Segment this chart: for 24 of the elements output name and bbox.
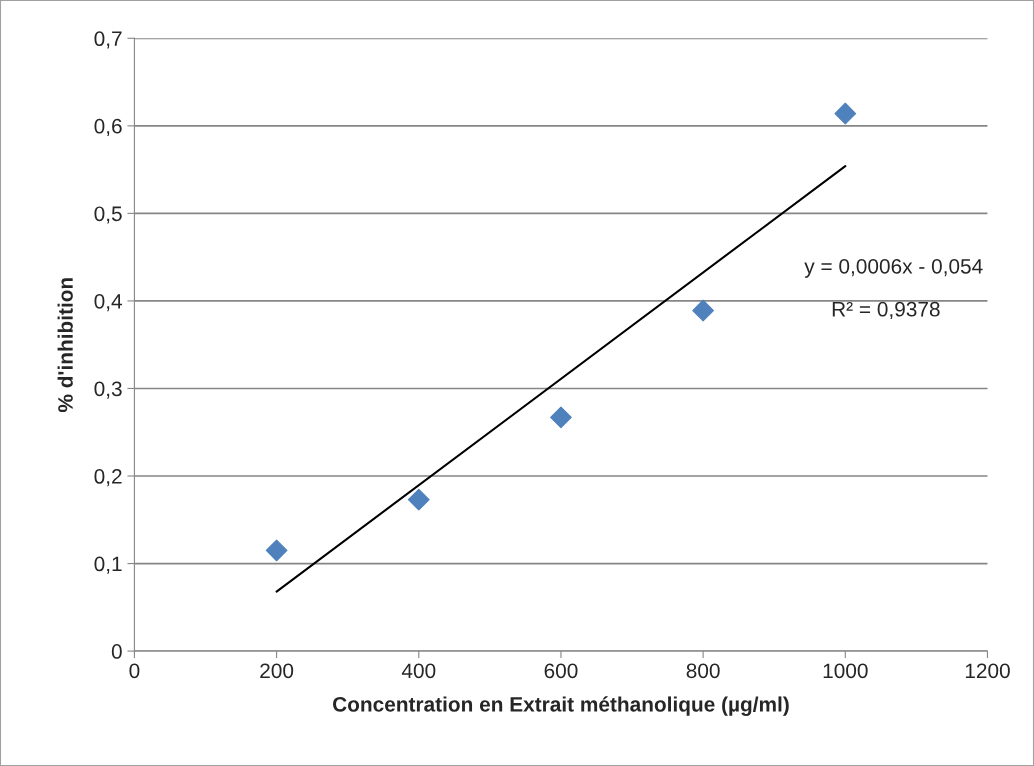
- y-tick-label: 0,2: [94, 469, 122, 487]
- point: [550, 406, 572, 429]
- x-tick-label: 1200: [965, 663, 1010, 679]
- x-tick-label: 200: [260, 663, 294, 679]
- annotation: y = 0,0006x - 0,054: [804, 258, 983, 278]
- point: [834, 102, 857, 125]
- x-axis-title: Concentration en Extrait méthanolique (µg/ml): [332, 696, 789, 716]
- y-tick-label: 0,6: [94, 118, 122, 137]
- y-tick-label: 0,4: [94, 293, 123, 312]
- x-tick-label: 600: [544, 663, 578, 679]
- y-tick-label: 0: [111, 644, 122, 659]
- x-tick-label: 0: [129, 663, 140, 679]
- x-tick-label: 400: [401, 663, 436, 679]
- point: [692, 299, 715, 322]
- x-tick-label: 800: [686, 663, 720, 679]
- y-axis-title: % d'inhibition: [57, 278, 73, 413]
- y-tick-label: 0,3: [94, 381, 122, 399]
- point: [407, 488, 430, 511]
- x-tick-label: 1000: [823, 663, 868, 679]
- annotation: R² = 0,9378: [832, 301, 940, 320]
- y-tick-label: 0,7: [94, 31, 122, 49]
- y-tick-label: 0,5: [94, 206, 122, 224]
- y-tick-label: 0,1: [94, 556, 122, 574]
- point: [265, 539, 288, 562]
